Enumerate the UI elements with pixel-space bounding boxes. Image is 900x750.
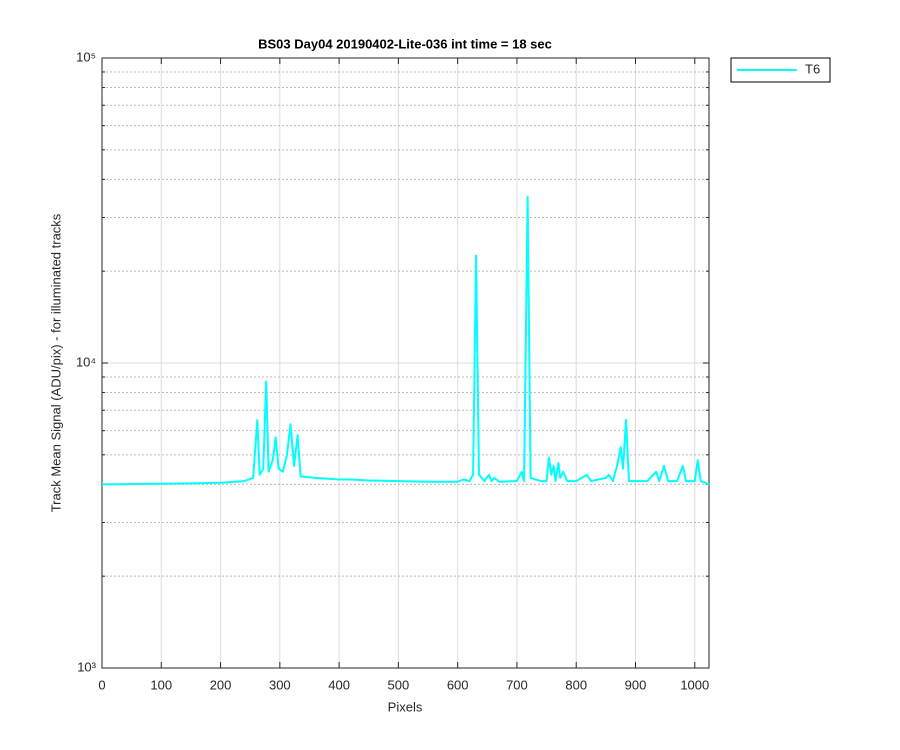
y-tick-label: 10⁵ xyxy=(76,49,96,64)
x-tick-label: 700 xyxy=(506,677,528,692)
x-tick-label: 1000 xyxy=(680,677,709,692)
x-tick-label: 400 xyxy=(328,677,350,692)
x-tick-label: 800 xyxy=(565,677,587,692)
legend-label: T6 xyxy=(805,61,820,76)
y-tick-label: 10³ xyxy=(77,659,96,674)
x-tick-label: 200 xyxy=(210,677,232,692)
data-line xyxy=(101,196,710,486)
x-tick-label: 0 xyxy=(98,677,105,692)
y-tick-label: 10⁴ xyxy=(76,354,96,369)
x-tick-label: 100 xyxy=(150,677,172,692)
x-tick-label: 300 xyxy=(269,677,291,692)
x-tick-label: 600 xyxy=(447,677,469,692)
chart-title: BS03 Day04 20190402-Lite-036 int time = … xyxy=(258,36,552,51)
y-axis-label: Track Mean Signal (ADU/pix) - for illumi… xyxy=(48,213,63,512)
x-axis-label: Pixels xyxy=(388,699,423,714)
x-tick-label: 500 xyxy=(388,677,410,692)
x-tick-label: 900 xyxy=(625,677,647,692)
